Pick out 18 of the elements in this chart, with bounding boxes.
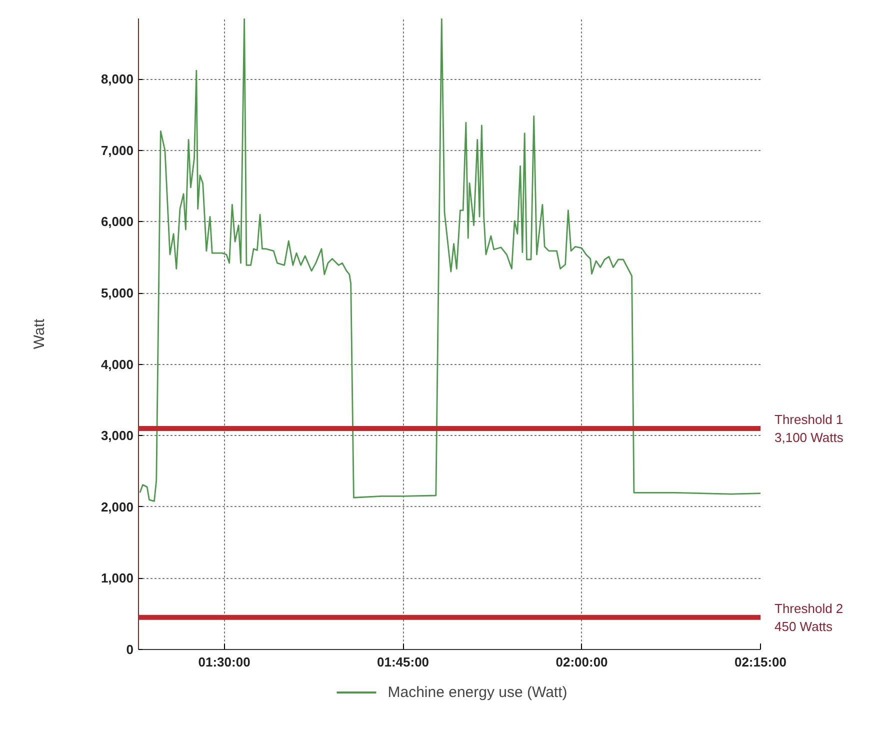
x-tick-label: 01:45:00 [377, 654, 430, 670]
legend-label: Machine energy use (Watt) [388, 684, 568, 700]
y-tick-label: 4,000 [100, 356, 134, 372]
ref-line-label: Threshold 1 3,100 Watts [774, 412, 844, 445]
y-tick-label: 5,000 [100, 286, 134, 301]
line-series [139, 18, 760, 502]
y-tick-label: 0 [126, 642, 134, 657]
y-tick-label: 8,000 [100, 72, 134, 87]
x-tick-label: 01:30:00 [198, 654, 250, 670]
x-tick-label: 02:00:00 [556, 654, 608, 670]
ref-line-label: Threshold 2 450 Watts [774, 600, 844, 634]
y-tick-label: 1,000 [100, 570, 134, 586]
y-tick-label: 7,000 [100, 142, 134, 158]
y-tick-label: 3,000 [100, 428, 134, 444]
y-axis-title: Watt [30, 318, 48, 350]
y-tick-label: 2,000 [100, 499, 134, 514]
y-tick-label: 6,000 [100, 214, 134, 230]
x-tick-label: 02:15:00 [734, 654, 787, 670]
